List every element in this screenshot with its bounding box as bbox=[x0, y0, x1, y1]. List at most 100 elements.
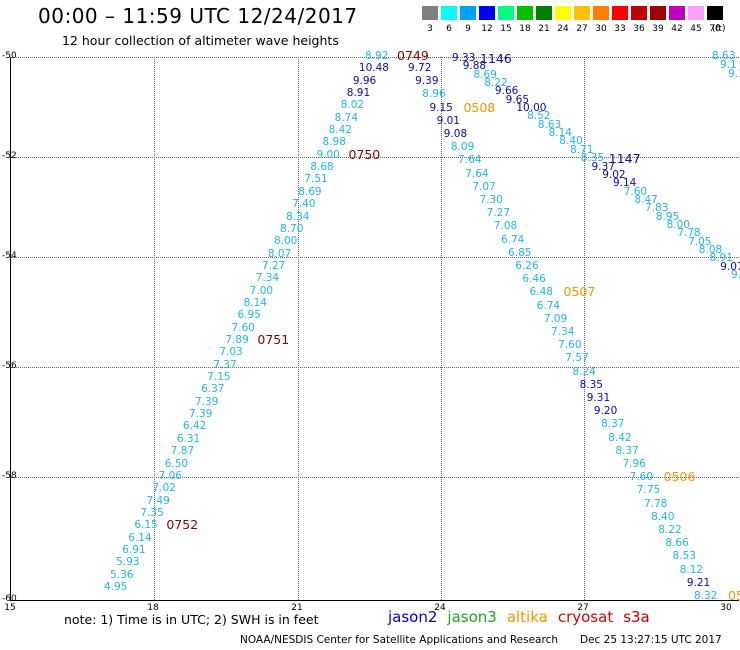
wave-height-value: 8.91 bbox=[709, 252, 733, 265]
wave-height-value: 6.95 bbox=[237, 309, 261, 322]
wave-height-value: 9.1 bbox=[720, 59, 737, 71]
wave-height-value: 7.49 bbox=[146, 494, 170, 507]
wave-height-value: 8.98 bbox=[322, 136, 346, 149]
pass-time-label: 0506 bbox=[663, 469, 696, 485]
colorbar-label: 21 bbox=[538, 24, 550, 34]
wave-height-value: 9.65 bbox=[505, 93, 530, 106]
colorbar-swatch bbox=[517, 6, 533, 20]
wave-height-value: 8.69 bbox=[473, 68, 497, 81]
wave-height-value: 9.39 bbox=[415, 75, 439, 88]
colorbar-label: 45 bbox=[690, 24, 702, 34]
wave-height-value: 10.48 bbox=[358, 62, 389, 75]
y-tick-label: -54 bbox=[2, 251, 17, 261]
pass-time-label: 0507 bbox=[563, 284, 596, 300]
wave-height-value: 7.64 bbox=[465, 167, 489, 180]
wave-height-value: 6.74 bbox=[536, 299, 561, 312]
colorbar-swatch bbox=[631, 6, 647, 20]
wave-height-value: 8.37 bbox=[601, 418, 625, 431]
sat-jason3: jason3 bbox=[447, 608, 497, 626]
colorbar-swatch bbox=[650, 6, 666, 20]
colorbar-swatch bbox=[441, 6, 457, 20]
wave-height-value: 7.03 bbox=[219, 346, 243, 359]
wave-height-value: 8.95 bbox=[655, 210, 680, 223]
colorbar-swatch bbox=[593, 6, 609, 20]
wave-height-value: 7.51 bbox=[304, 173, 328, 186]
wave-height-value: 9.31 bbox=[586, 392, 611, 404]
wave-height-value: 8.34 bbox=[286, 210, 310, 223]
colorbar-swatch bbox=[574, 6, 590, 20]
wave-height-value: 8.07 bbox=[267, 247, 292, 260]
wave-height-value: 8.96 bbox=[422, 88, 446, 101]
page-title: 00:00 – 11:59 UTC 12/24/2017 bbox=[38, 4, 358, 28]
x-tick-label: 21 bbox=[291, 603, 303, 613]
wave-height-value: 7.34 bbox=[255, 272, 280, 285]
y-tick-label: -52 bbox=[2, 151, 17, 161]
grid-line-horizontal bbox=[11, 477, 739, 478]
wave-height-value: 7.02 bbox=[152, 482, 176, 495]
sat-s3a: s3a bbox=[623, 608, 650, 626]
colorbar-swatch bbox=[555, 6, 571, 20]
wave-height-value: 6.31 bbox=[176, 432, 201, 445]
wave-height-value: 7.27 bbox=[486, 207, 511, 220]
colorbar-label: 33 bbox=[614, 24, 626, 34]
wave-height-value: 8.63 bbox=[537, 118, 562, 131]
pass-time-label: 1146 bbox=[480, 51, 512, 66]
wave-height-value: 7.39 bbox=[188, 408, 213, 421]
wave-height-value: 7.60 bbox=[629, 471, 654, 484]
colorbar-swatch bbox=[669, 6, 685, 20]
wave-height-value: 6.91 bbox=[122, 543, 146, 556]
wave-height-value: 9.15 bbox=[429, 101, 453, 114]
y-tick-label: -50 bbox=[2, 51, 17, 61]
wave-height-value: 6.50 bbox=[164, 457, 189, 470]
grid-line-horizontal bbox=[11, 157, 739, 158]
wave-height-value: 8.24 bbox=[572, 365, 596, 378]
colorbar-label: 30 bbox=[595, 24, 607, 34]
wave-height-value: 9.01 bbox=[436, 114, 460, 127]
wave-height-value: 8.74 bbox=[334, 111, 359, 124]
wave-height-value: 8.42 bbox=[328, 124, 352, 137]
wave-height-value: 7.87 bbox=[170, 445, 195, 458]
footer-credit: NOAA/NESDIS Center for Satellite Applica… bbox=[240, 634, 558, 646]
pass-time-label: 0750 bbox=[348, 146, 381, 162]
wave-height-value: 8.52 bbox=[527, 110, 551, 123]
x-tick-label: 27 bbox=[577, 603, 589, 613]
pass-time-label: 0505 bbox=[728, 588, 740, 603]
wave-height-value: 9.07 bbox=[720, 260, 740, 273]
wave-height-value: 8.00 bbox=[666, 218, 690, 231]
colorbar-label: 18 bbox=[519, 24, 531, 34]
wave-height-value: 9.14 bbox=[612, 177, 637, 190]
pass-time-label: 0749 bbox=[397, 48, 429, 63]
wave-height-value: 7.64 bbox=[458, 154, 482, 167]
sat-altika: altika bbox=[506, 608, 548, 626]
wave-height-value: 8.37 bbox=[615, 444, 639, 457]
colorbar-swatch bbox=[688, 6, 704, 20]
wave-height-value: 8.02 bbox=[340, 99, 365, 112]
wave-height-value: 8.14 bbox=[243, 296, 267, 309]
wave-height-value: 7.60 bbox=[558, 339, 582, 352]
colorbar-swatch bbox=[612, 6, 628, 20]
footer-timestamp: Dec 25 13:27:15 UTC 2017 bbox=[580, 634, 722, 646]
colorbar-swatch bbox=[460, 6, 476, 20]
colorbar-swatch bbox=[536, 6, 552, 20]
colorbar-label: 6 bbox=[446, 24, 452, 34]
wave-height-value: 7.75 bbox=[636, 484, 661, 497]
x-tick-label: 30 bbox=[720, 603, 732, 613]
wave-height-value: 4.95 bbox=[104, 581, 128, 593]
colorbar-label: 36 bbox=[633, 24, 645, 34]
colorbar-label: 27 bbox=[576, 24, 588, 34]
wave-height-value: 8.92 bbox=[365, 50, 389, 62]
colorbar-swatch bbox=[479, 6, 495, 20]
wave-height-value: 8.09 bbox=[450, 141, 475, 154]
grid-line-horizontal bbox=[11, 57, 739, 58]
grid-line-horizontal bbox=[11, 257, 739, 258]
colorbar-label: 12 bbox=[481, 24, 493, 34]
x-tick-label: 18 bbox=[147, 603, 159, 613]
wave-height-value: 9.88 bbox=[462, 60, 487, 73]
wave-height-value: 6.15 bbox=[134, 519, 158, 532]
colorbar-swatch bbox=[498, 6, 514, 20]
colorbar-label: 39 bbox=[652, 24, 664, 34]
wave-height-value: 8.66 bbox=[665, 537, 689, 550]
colorbar-unit: (ft) bbox=[712, 24, 726, 34]
pass-time-label: 0751 bbox=[257, 332, 290, 348]
colorbar-label: 9 bbox=[465, 24, 471, 34]
